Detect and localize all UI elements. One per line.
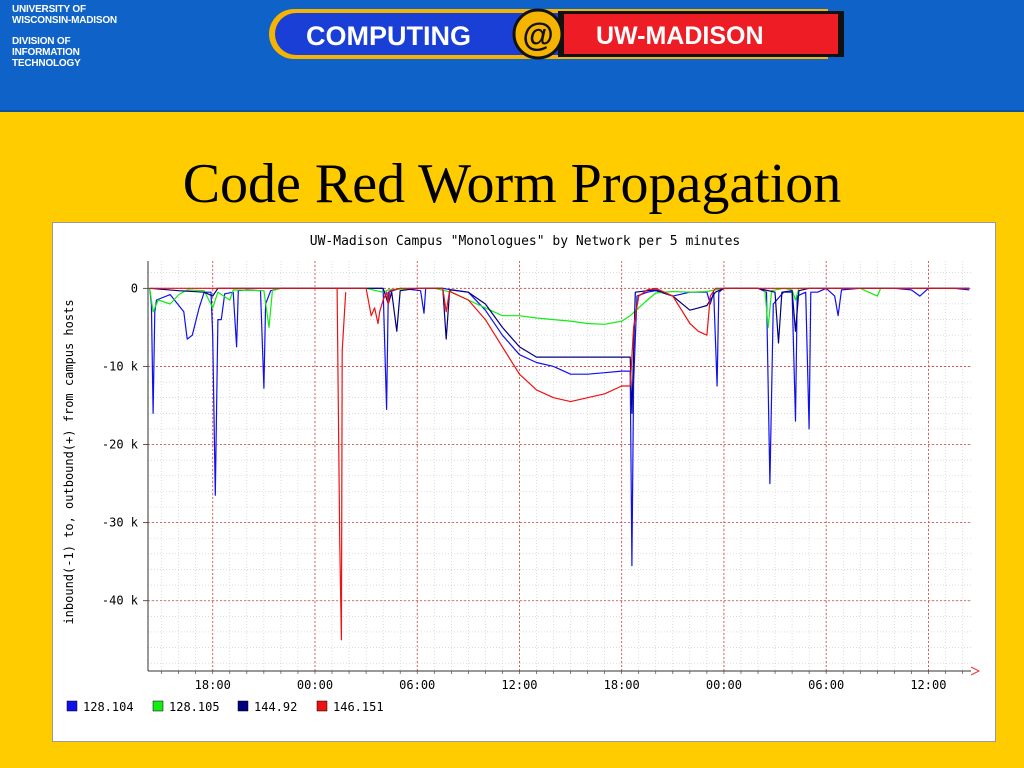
- x-tick-label: 18:00: [195, 678, 231, 692]
- chart-title: UW-Madison Campus "Monologues" by Networ…: [310, 234, 740, 249]
- y-tick-label: -10 k: [102, 359, 139, 373]
- series-line-146-151: [149, 287, 970, 403]
- y-tick-label: -30 k: [102, 516, 139, 530]
- series-line-128-104: [149, 287, 970, 567]
- legend-label: 144.92: [254, 700, 297, 714]
- computing-at-uw-madison-logo: COMPUTING @ UW-MADISON: [269, 8, 844, 60]
- y-tick-label: -20 k: [102, 438, 139, 452]
- grid-lines: [148, 261, 971, 671]
- logo-right-text: UW-MADISON: [596, 22, 764, 50]
- division-line2: INFORMATION: [12, 47, 80, 58]
- legend: 128.104 128.105 144.92 146.151: [66, 700, 384, 714]
- series-lines: [149, 287, 970, 641]
- x-tick-label: 18:00: [604, 678, 640, 692]
- legend-label: 128.105: [169, 700, 220, 714]
- header-banner: UNIVERSITY OF WISCONSIN-MADISON DIVISION…: [0, 0, 1024, 112]
- x-tick-label: 06:00: [399, 678, 435, 692]
- x-tick-label: 12:00: [501, 678, 537, 692]
- logo-at-text: @: [522, 17, 553, 53]
- logo-left-text: COMPUTING: [306, 21, 471, 51]
- legend-label: 128.104: [83, 700, 134, 714]
- division-line3: TECHNOLOGY: [12, 58, 81, 69]
- university-line2: WISCONSIN-MADISON: [12, 15, 117, 26]
- legend-swatch: [66, 700, 78, 712]
- slide-title: Code Red Worm Propagation: [182, 153, 842, 215]
- x-tick-label: 06:00: [808, 678, 844, 692]
- x-tick-label: 00:00: [297, 678, 333, 692]
- y-tick-label: -40 k: [102, 594, 139, 608]
- university-text: UNIVERSITY OF WISCONSIN-MADISON DIVISION…: [12, 4, 117, 69]
- x-axis-arrow-icon: [970, 666, 981, 676]
- chart-frame: UW-Madison Campus "Monologues" by Networ…: [52, 222, 996, 742]
- legend-swatch: [237, 700, 249, 712]
- at-badge-icon: [512, 8, 564, 60]
- axes: 18:00 00:00 06:00 12:00 18:00 00:00 06:00 12:00…: [62, 261, 981, 692]
- legend-label: 146.151: [333, 700, 384, 714]
- university-line1: UNIVERSITY OF: [12, 4, 86, 15]
- x-tick-label: 00:00: [706, 678, 742, 692]
- legend-swatch: [152, 700, 164, 712]
- series-line-144-92: [149, 287, 970, 414]
- series-line-128-105: [149, 287, 970, 328]
- line-chart: UW-Madison Campus "Monologues" by Networ…: [62, 234, 981, 714]
- x-tick-label: 12:00: [910, 678, 946, 692]
- y-axis-label: inbound(-1) to, outbound(+) from campus …: [62, 299, 76, 624]
- division-line1: DIVISION OF: [12, 36, 71, 47]
- legend-swatch: [316, 700, 328, 712]
- series-line-spike-4: [336, 288, 347, 641]
- y-tick-label: 0: [131, 281, 138, 295]
